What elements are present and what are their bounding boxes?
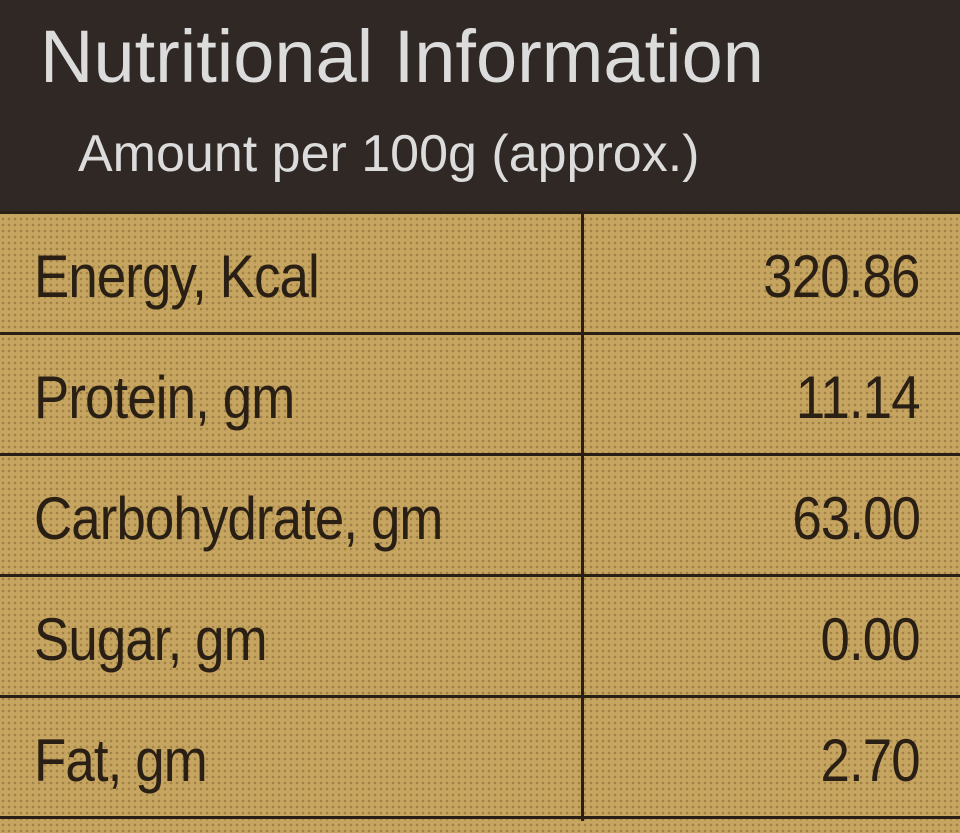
nutrient-value: 11.14 [796, 364, 921, 431]
table-row: Carbohydrate, gm 63.00 [0, 456, 960, 577]
table-row: Fat, gm 2.70 [0, 698, 960, 819]
header: Nutritional Information Amount per 100g … [0, 0, 960, 211]
nutrient-name: Protein, gm [34, 364, 295, 431]
column-divider [581, 211, 584, 821]
nutrient-name: Energy, Kcal [34, 243, 320, 310]
nutrient-value: 0.00 [820, 606, 921, 673]
nutrient-name: Sugar, gm [34, 606, 268, 673]
nutrient-value: 2.70 [820, 727, 921, 794]
nutrient-value: 320.86 [763, 243, 921, 310]
table-row: Protein, gm 11.14 [0, 335, 960, 456]
subtitle: Amount per 100g (approx.) [78, 125, 700, 183]
table-row: Energy, Kcal 320.86 [0, 214, 960, 335]
title: Nutritional Information [40, 15, 764, 98]
nutrition-table: Energy, Kcal 320.86 Protein, gm 11.14 Carboh… [0, 211, 960, 819]
nutrient-name: Fat, gm [34, 727, 208, 794]
nutrient-name: Carbohydrate, gm [34, 485, 443, 552]
nutrient-value: 63.00 [792, 485, 921, 552]
table-row: Sugar, gm 0.00 [0, 577, 960, 698]
